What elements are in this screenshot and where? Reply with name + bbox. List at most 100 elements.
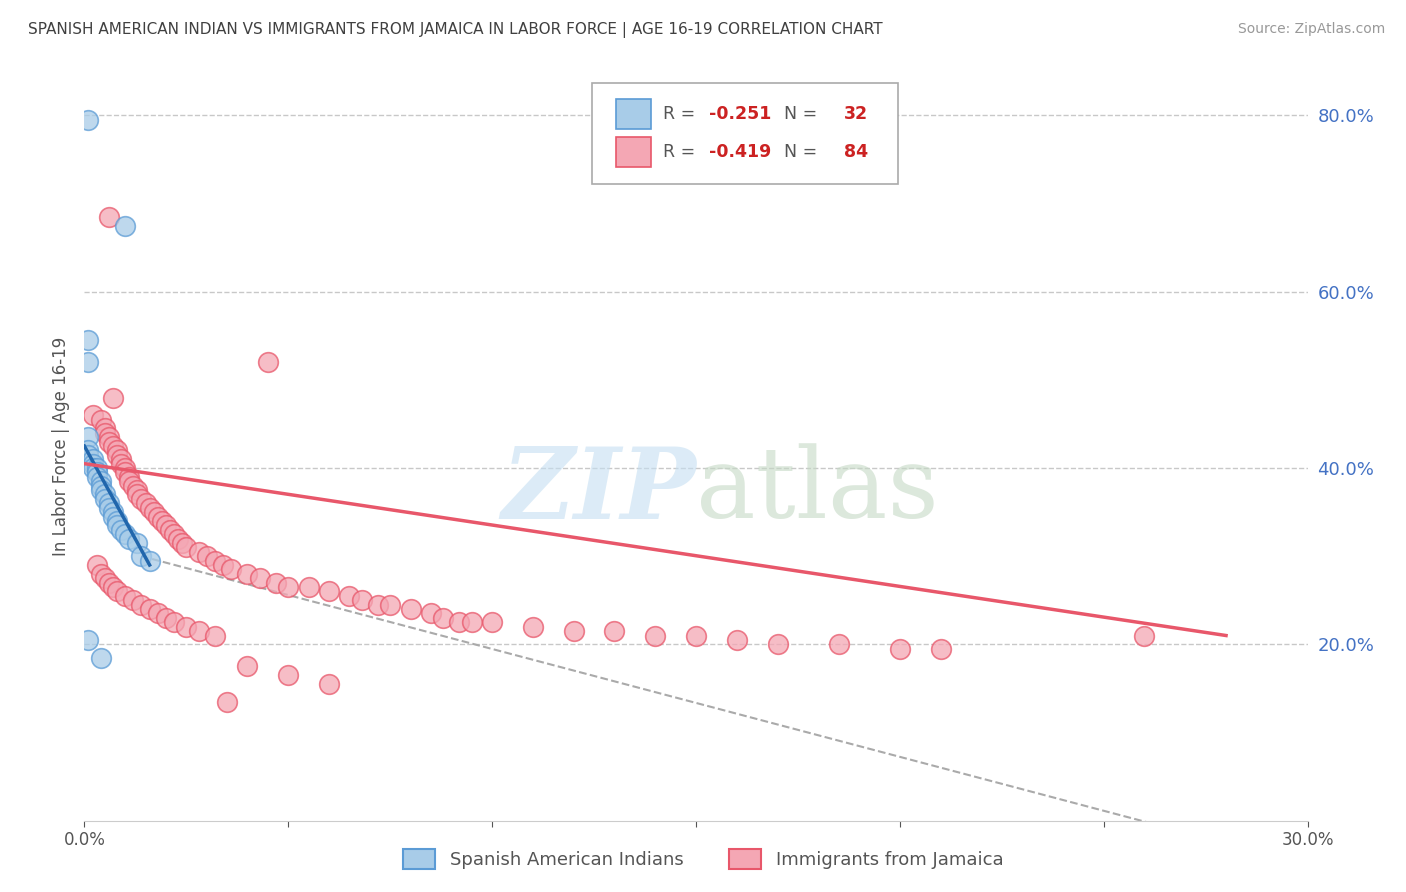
Text: ZIP: ZIP bbox=[501, 442, 696, 539]
Point bbox=[399, 602, 422, 616]
Point bbox=[318, 584, 340, 599]
Point bbox=[77, 448, 100, 462]
Point bbox=[264, 575, 287, 590]
Point bbox=[105, 518, 128, 533]
Point bbox=[86, 470, 108, 484]
Point bbox=[118, 470, 141, 484]
Point bbox=[929, 641, 952, 656]
Point bbox=[603, 624, 626, 639]
Point bbox=[163, 615, 186, 630]
Point bbox=[339, 589, 361, 603]
Text: atlas: atlas bbox=[696, 443, 939, 539]
Text: -0.419: -0.419 bbox=[710, 143, 772, 161]
Point bbox=[97, 430, 120, 444]
Text: R =: R = bbox=[664, 105, 700, 123]
Point bbox=[257, 355, 280, 369]
Point bbox=[135, 496, 157, 510]
Point bbox=[105, 448, 128, 462]
Text: N =: N = bbox=[773, 105, 823, 123]
Point bbox=[93, 571, 115, 585]
Point bbox=[127, 487, 149, 501]
Point bbox=[350, 593, 373, 607]
Text: 32: 32 bbox=[844, 105, 868, 123]
Point bbox=[146, 607, 169, 621]
Point bbox=[127, 536, 149, 550]
Point bbox=[105, 584, 128, 599]
Point bbox=[77, 430, 100, 444]
Point bbox=[766, 637, 789, 651]
Text: -0.251: -0.251 bbox=[710, 105, 772, 123]
Point bbox=[318, 677, 340, 691]
Point bbox=[82, 408, 104, 422]
Point bbox=[114, 589, 136, 603]
Point bbox=[380, 598, 402, 612]
Point bbox=[217, 695, 239, 709]
Point bbox=[449, 615, 471, 630]
Point bbox=[131, 549, 153, 564]
Text: 84: 84 bbox=[844, 143, 868, 161]
Point bbox=[90, 475, 112, 489]
Point bbox=[114, 461, 136, 475]
Text: N =: N = bbox=[773, 143, 823, 161]
Point bbox=[82, 452, 104, 467]
Point bbox=[522, 620, 544, 634]
Point bbox=[101, 509, 124, 524]
Legend: Spanish American Indians, Immigrants from Jamaica: Spanish American Indians, Immigrants fro… bbox=[394, 839, 1012, 879]
Point bbox=[101, 505, 124, 519]
Point bbox=[277, 668, 299, 682]
Point bbox=[101, 439, 124, 453]
Point bbox=[77, 443, 100, 458]
Point bbox=[131, 491, 153, 506]
Point bbox=[82, 461, 104, 475]
Point bbox=[461, 615, 484, 630]
Point bbox=[236, 659, 259, 673]
Point bbox=[138, 553, 160, 567]
Point bbox=[420, 607, 443, 621]
Point bbox=[90, 412, 112, 426]
Point bbox=[138, 602, 160, 616]
Point bbox=[86, 558, 108, 572]
Point bbox=[97, 575, 120, 590]
Point bbox=[150, 514, 173, 528]
Point bbox=[685, 628, 707, 642]
Point bbox=[77, 333, 100, 347]
Point bbox=[86, 466, 108, 480]
Point bbox=[159, 523, 181, 537]
Point bbox=[481, 615, 503, 630]
Point bbox=[195, 549, 218, 564]
Point bbox=[77, 355, 100, 369]
Point bbox=[82, 457, 104, 471]
Point bbox=[236, 566, 259, 581]
Point bbox=[889, 641, 911, 656]
Point bbox=[118, 532, 141, 546]
Point bbox=[93, 421, 115, 435]
Point bbox=[174, 541, 197, 555]
Point bbox=[163, 527, 186, 541]
Point bbox=[127, 483, 149, 497]
Point bbox=[187, 545, 209, 559]
Point bbox=[249, 571, 271, 585]
Point bbox=[1133, 628, 1156, 642]
Point bbox=[93, 425, 115, 440]
Point bbox=[122, 478, 145, 492]
Text: Source: ZipAtlas.com: Source: ZipAtlas.com bbox=[1237, 22, 1385, 37]
Point bbox=[367, 598, 389, 612]
Point bbox=[101, 580, 124, 594]
Point bbox=[114, 466, 136, 480]
Point bbox=[97, 434, 120, 449]
Point bbox=[77, 112, 100, 127]
Point bbox=[114, 527, 136, 541]
Point bbox=[212, 558, 235, 572]
Point bbox=[90, 478, 112, 492]
Point bbox=[138, 500, 160, 515]
Point bbox=[725, 632, 748, 647]
Point bbox=[204, 553, 226, 567]
Point bbox=[204, 628, 226, 642]
Point bbox=[97, 210, 120, 224]
Point bbox=[219, 562, 242, 576]
Point bbox=[90, 650, 112, 665]
Point bbox=[146, 509, 169, 524]
Y-axis label: In Labor Force | Age 16-19: In Labor Force | Age 16-19 bbox=[52, 336, 70, 556]
Point bbox=[110, 523, 132, 537]
Point bbox=[644, 628, 666, 642]
